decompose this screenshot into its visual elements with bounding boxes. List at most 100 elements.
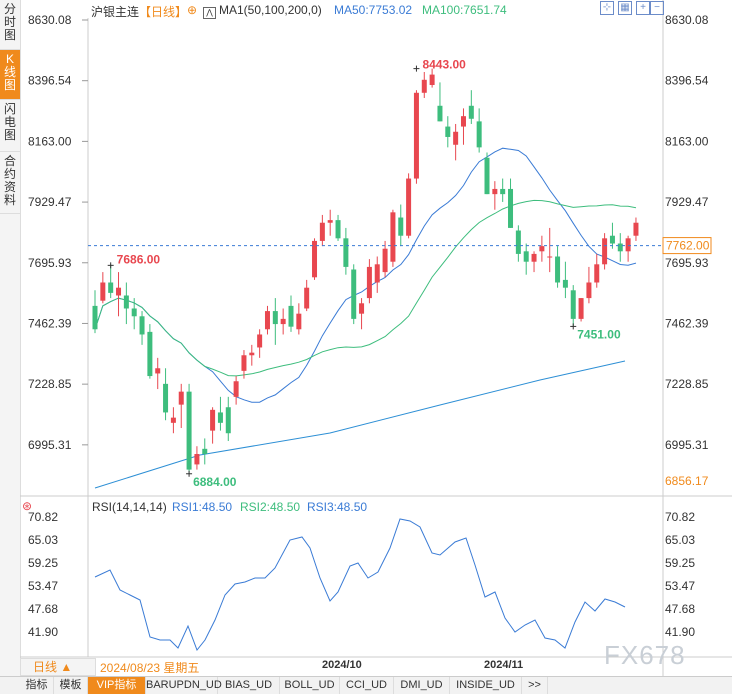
period-label: 【日线】 [139, 5, 188, 19]
candle-body [523, 251, 529, 262]
current-price-box [662, 237, 712, 255]
candle-body [625, 238, 631, 252]
candle-body [570, 290, 576, 319]
rsi-tick-left: 53.47 [28, 579, 58, 593]
candle-body [123, 295, 129, 309]
ma50-value: MA50:7753.02 [334, 3, 413, 17]
annotation-label: 7686.00 [117, 252, 161, 266]
bottom-tab-1[interactable]: 模板 [54, 677, 88, 694]
rsi-tick-left: 65.03 [28, 533, 58, 547]
rsi3-value: RSI3:48.50 [307, 500, 368, 514]
price-tick-right: 7228.85 [665, 377, 709, 391]
candle-body [170, 417, 176, 423]
zoom-in-icon[interactable]: + [636, 1, 650, 15]
x-tick-nov: 2024/11 [484, 659, 524, 671]
candle-body [272, 311, 278, 325]
candle-body [194, 454, 200, 465]
price-tick-right: 7695.93 [665, 256, 709, 270]
right-price-axis: 8630.08 8396.54 8163.00 7929.47 7695.93 7462.… [665, 13, 709, 488]
candle-body [437, 105, 443, 122]
candle-body [296, 313, 302, 330]
current-price-value: 7762.00 [666, 239, 710, 253]
candle-body [484, 157, 490, 195]
indicator-tab-bar: 指标 模板 VIP指标 BARUPDN_UD BIAS_UD BOLL_UD CCI_UD D… [0, 676, 732, 694]
candle-body [92, 305, 98, 330]
candle-body [312, 240, 318, 278]
candle-body [288, 305, 294, 327]
annotation-label: 7451.00 [577, 327, 621, 341]
extreme-annotations: 8443.00 6884.00 7686.00 7451.00 [107, 58, 621, 489]
candle-body [335, 220, 341, 239]
sidebar-tab-3[interactable]: 合约资料 [0, 152, 20, 214]
candle-body [586, 282, 592, 299]
candle-body [351, 269, 357, 319]
watermark-logo: FX678 [604, 640, 686, 670]
candle-body [609, 235, 615, 244]
fit-icon[interactable]: ⊹ [600, 1, 614, 15]
candle-body [406, 178, 412, 236]
rsi-crosshair-icon[interactable]: ⊛ [22, 499, 33, 513]
sidebar-tab-2[interactable]: 闪电图 [0, 100, 20, 152]
moving-average-lines [94, 147, 637, 489]
candle-body [366, 266, 372, 299]
candle-body [264, 311, 270, 330]
price-tick-right: 7462.39 [665, 316, 709, 330]
sidebar-tab-0[interactable]: 分时图 [0, 0, 20, 50]
price-tick-right: 6995.31 [665, 438, 709, 452]
candle-body [131, 308, 137, 317]
candle-body [257, 334, 263, 348]
candle-body [202, 448, 208, 455]
candle-body [100, 282, 106, 301]
rsi-tick-right: 53.47 [665, 579, 695, 593]
zoom-out-icon[interactable]: − [650, 1, 664, 15]
candle-body [445, 126, 451, 137]
candle-body [562, 279, 568, 288]
rsi-axis: 70.82 70.82 65.03 65.03 59.25 59.25 53.47 53.47… [28, 510, 695, 639]
settings-icon[interactable]: ⊕ [187, 3, 198, 17]
candle-body [359, 303, 365, 314]
bottom-tab-0[interactable]: 指标 [20, 677, 54, 694]
bottom-tab-3[interactable]: BARUPDN_UD [146, 677, 222, 694]
candle-body [319, 222, 325, 241]
candle-body [421, 79, 427, 93]
candle-body [460, 116, 466, 127]
period-selector[interactable]: 日线 ▲ [20, 658, 96, 676]
candle-body [539, 246, 545, 252]
bottom-tab-9[interactable]: >> [522, 677, 548, 694]
price-tick-left: 8396.54 [28, 74, 72, 88]
candle-body [476, 121, 482, 148]
bottom-tab-4[interactable]: BIAS_UD [218, 677, 280, 694]
candle-body [304, 287, 310, 309]
candle-body [327, 220, 333, 223]
candle-body [178, 391, 184, 405]
candle-body [453, 131, 459, 145]
bottom-tab-8[interactable]: INSIDE_UD [450, 677, 522, 694]
annotation-label: 8443.00 [422, 58, 466, 72]
candle-body [602, 238, 608, 265]
candle-body [547, 256, 553, 258]
ma-indicator-label[interactable]: ⋀ MA1(50,100,200,0) [203, 3, 322, 19]
date-readout: 2024/08/23 星期五 [100, 661, 200, 675]
bottom-tab-6[interactable]: CCI_UD [340, 677, 394, 694]
rsi-tick-right: 70.82 [665, 510, 695, 524]
rsi-title: RSI(14,14,14) [92, 500, 167, 514]
candle-body [233, 381, 239, 397]
candle-body [139, 316, 145, 335]
candle-body [413, 92, 419, 179]
bottom-tab-5[interactable]: BOLL_UD [280, 677, 340, 694]
bottom-tab-7[interactable]: DMI_UD [394, 677, 450, 694]
candlestick-series [92, 68, 639, 474]
candle-body [531, 253, 537, 262]
price-tick-left: 7462.39 [28, 316, 72, 330]
instrument-name: 沪银主连 [91, 5, 140, 19]
grid-icon[interactable]: ▦ [618, 1, 632, 15]
rsi-tick-right: 47.68 [665, 602, 695, 616]
candle-body [500, 188, 506, 195]
bottom-tab-2[interactable]: VIP指标 [88, 677, 146, 694]
rsi-tick-right: 65.03 [665, 533, 695, 547]
annotation-label: 6884.00 [193, 475, 237, 489]
price-tick-left: 7929.47 [28, 195, 72, 209]
candle-body [515, 230, 521, 254]
